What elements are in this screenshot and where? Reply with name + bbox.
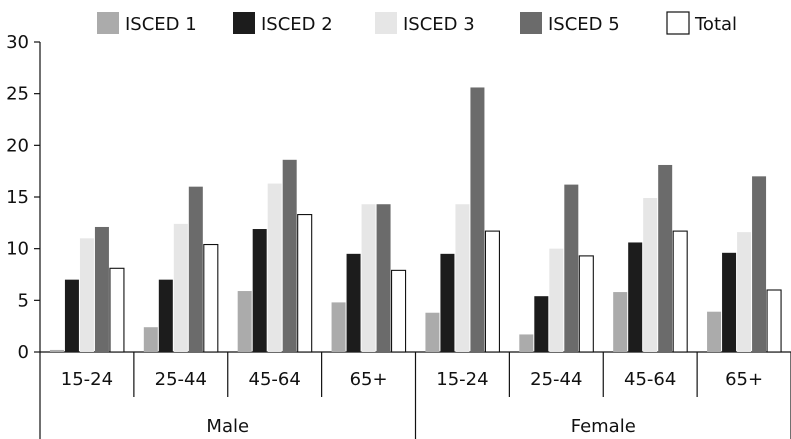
bar-isced-5-male-15-24: [94, 226, 109, 352]
legend-swatch-total: [666, 11, 690, 35]
bar-isced-2-female-15-24: [440, 253, 455, 352]
legend-swatch-isced-2: [233, 12, 255, 34]
bar-isced-5-male-45-64: [282, 159, 297, 352]
y-tick-label: 5: [18, 290, 29, 311]
bar-isced-1-female-15-24: [425, 312, 440, 352]
legend-label-total: Total: [694, 14, 737, 35]
group-label-female: Female: [571, 416, 636, 437]
bar-isced-5-female-25-44: [564, 184, 579, 352]
bar-total-female-15-24: [484, 230, 500, 353]
legend-swatch-isced-3: [375, 12, 397, 34]
legend-label-isced-1: ISCED 1: [125, 14, 197, 35]
y-tick-label: 30: [6, 32, 29, 53]
bar-isced-1-female-45-64: [613, 292, 628, 352]
legend-swatch-isced-5: [520, 12, 542, 34]
bar-isced-1-female-25-44: [519, 334, 534, 352]
y-tick-label: 20: [6, 135, 29, 156]
category-label-female-45-64: 45-64: [624, 369, 676, 390]
bar-isced-3-male-25-44: [173, 223, 188, 352]
category-label-female-25-44: 25-44: [530, 369, 582, 390]
legend-label-isced-5: ISCED 5: [548, 14, 620, 35]
bar-total-male-15-24: [109, 267, 125, 353]
bar-isced-5-female-45-64: [658, 164, 673, 352]
bar-isced-3-male-15-24: [79, 238, 94, 352]
legend-swatch-isced-1: [97, 12, 119, 34]
legend-label-isced-2: ISCED 2: [261, 14, 333, 35]
category-label-female-65: 65+: [725, 369, 763, 390]
bar-isced-5-female-65: [752, 176, 767, 352]
bar-isced-3-female-25-44: [549, 248, 564, 352]
bar-isced-3-female-15-24: [455, 204, 470, 352]
y-tick-label: 10: [6, 239, 29, 260]
bar-isced-3-female-65: [737, 232, 752, 352]
bar-isced-1-male-65: [331, 302, 346, 352]
bar-total-male-65: [391, 269, 407, 353]
bar-isced-3-male-45-64: [267, 183, 282, 352]
bar-total-female-65: [766, 289, 782, 353]
y-tick-label: 0: [18, 342, 29, 363]
y-tick-label: 15: [6, 187, 29, 208]
bar-isced-2-female-25-44: [534, 296, 549, 352]
bar-isced-1-male-45-64: [237, 291, 252, 352]
group-label-male: Male: [206, 416, 249, 437]
bar-total-male-45-64: [297, 214, 313, 353]
bar-total-male-25-44: [203, 243, 219, 353]
category-label-male-25-44: 25-44: [155, 369, 207, 390]
category-label-male-45-64: 45-64: [249, 369, 301, 390]
bars: [49, 87, 782, 353]
bar-isced-2-female-65: [722, 252, 737, 352]
legend-label-isced-3: ISCED 3: [403, 14, 475, 35]
axes: 0 5 10 15 20 25 30: [6, 32, 791, 439]
bar-isced-5-male-65: [376, 204, 391, 352]
bar-isced-1-female-65: [707, 311, 722, 352]
bar-isced-1-male-15-24: [49, 349, 64, 352]
legend: ISCED 1 ISCED 2 ISCED 3 ISCED 5 Total: [97, 11, 737, 35]
bar-isced-2-female-45-64: [628, 242, 643, 352]
bar-isced-1-male-25-44: [143, 327, 158, 352]
bar-isced-5-female-15-24: [470, 87, 485, 352]
bar-isced-3-male-65: [361, 204, 376, 352]
bar-total-female-25-44: [578, 255, 594, 353]
bar-isced-3-female-45-64: [643, 198, 658, 352]
bar-total-female-45-64: [672, 230, 688, 353]
bar-isced-5-male-25-44: [188, 186, 203, 352]
y-tick-label: 25: [6, 84, 29, 105]
bar-isced-2-male-25-44: [158, 279, 173, 352]
category-labels: 15-24 25-44 45-64 65+ 15-24 25-44 45-64 65+ Male…: [61, 369, 763, 437]
bar-isced-2-male-65: [346, 253, 361, 352]
category-label-female-15-24: 15-24: [436, 369, 488, 390]
category-label-male-15-24: 15-24: [61, 369, 113, 390]
bar-isced-2-male-45-64: [252, 229, 267, 352]
bar-isced-2-male-15-24: [64, 279, 79, 352]
category-label-male-65: 65+: [350, 369, 388, 390]
